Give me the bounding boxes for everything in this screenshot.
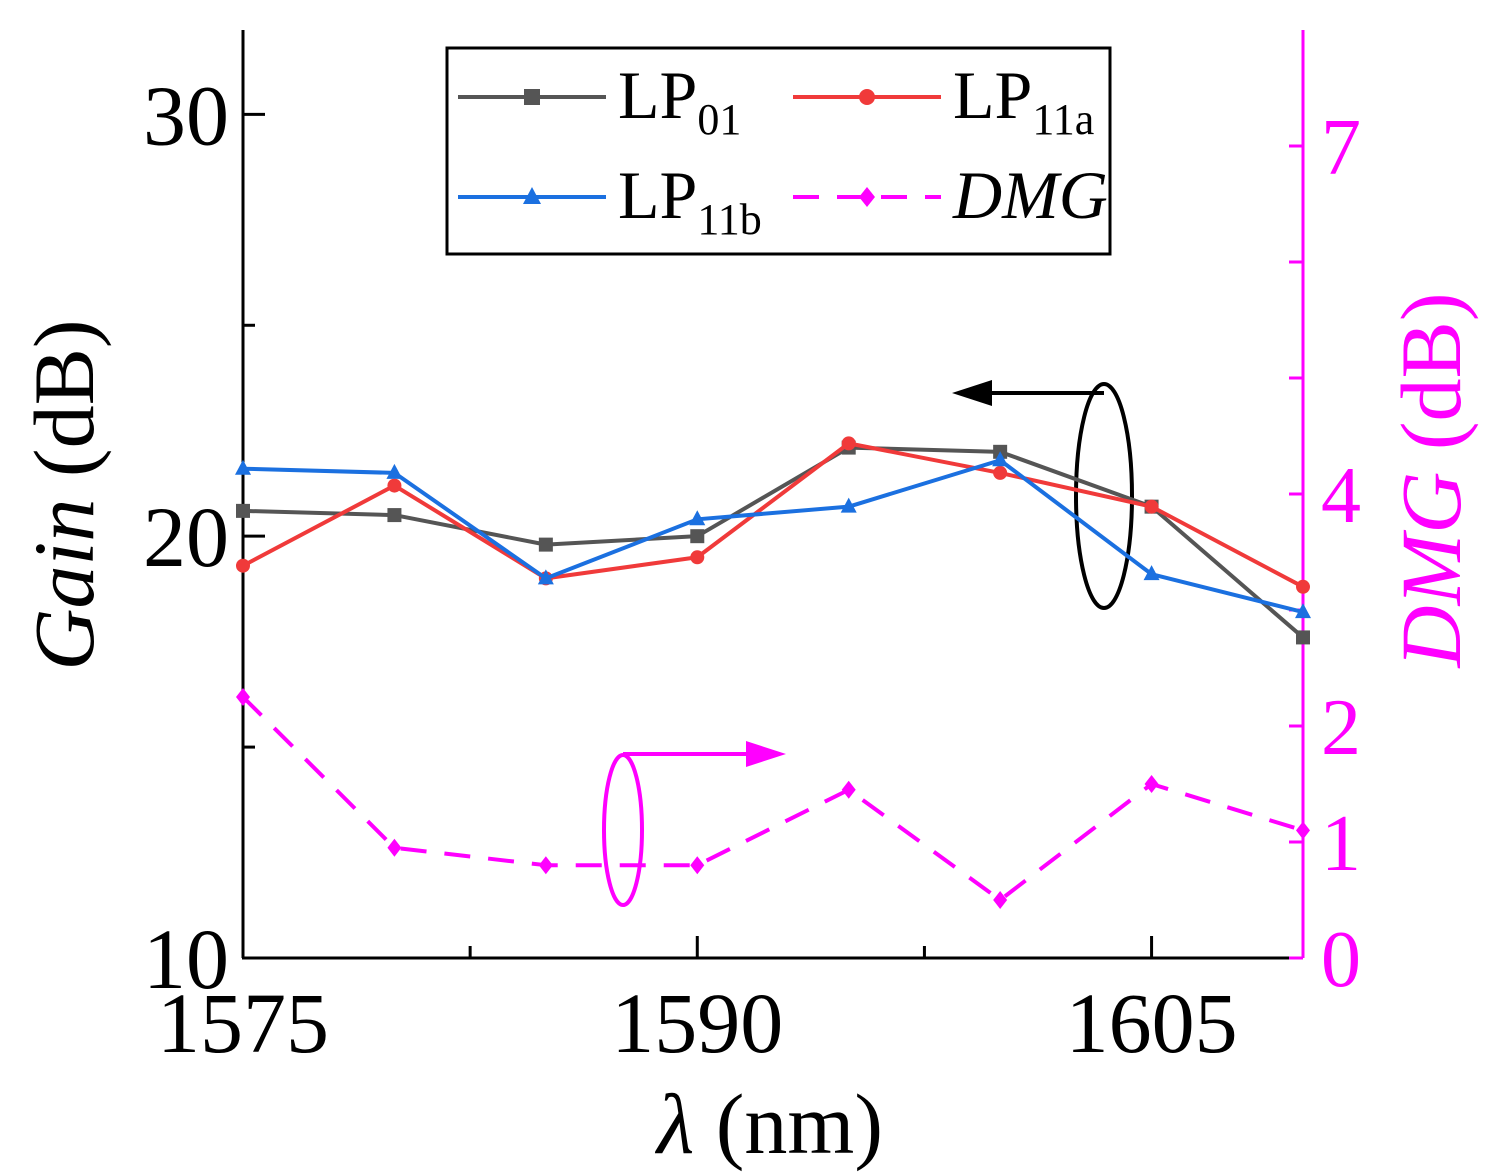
legend-label: LP01: [618, 57, 741, 144]
legend-label: LP11b: [618, 157, 762, 244]
y-left-tick-label: 10: [143, 911, 229, 1007]
legend-swatch-marker: [859, 89, 875, 105]
y-right-tick-label: 0: [1321, 916, 1361, 1004]
data-point-LP11b: [235, 459, 251, 475]
data-point-LP01: [538, 537, 553, 552]
data-point-LP11a: [690, 550, 705, 565]
y-right-tick-label: 2: [1321, 684, 1361, 772]
gain-arrow-head: [952, 380, 992, 406]
data-point-LP11a: [1296, 579, 1310, 594]
y-left-tick-label: 20: [143, 489, 229, 585]
data-point-LP11b: [386, 463, 403, 479]
series-layer: [235, 436, 1311, 909]
data-point-DMG: [993, 891, 1008, 909]
legend-label: LP11a: [953, 57, 1094, 144]
y-right-tick-label: 7: [1321, 104, 1361, 192]
data-point-LP11a: [387, 478, 402, 493]
x-tick-label: 1605: [1066, 975, 1238, 1071]
legend-box: [445, 46, 1112, 256]
data-point-LP11b: [537, 569, 554, 585]
legend-swatch-marker: [859, 187, 875, 207]
data-point-LP01: [236, 503, 250, 518]
data-point-DMG: [1144, 775, 1159, 793]
x-tick-label: 1590: [611, 975, 783, 1071]
data-point-DMG: [841, 780, 856, 799]
data-point-DMG: [387, 838, 402, 857]
y-right-tick-label: 1: [1321, 800, 1361, 888]
y-left-axis-title: Gain (dB): [16, 319, 112, 670]
legend: LP01 LP11a LP11b DMG: [445, 46, 1112, 256]
series-line-DMG: [241, 695, 1304, 902]
series-DMG: [236, 688, 1310, 909]
x-axis-title: λ (nm): [654, 1076, 883, 1172]
y-left-tick-label: 30: [143, 67, 229, 163]
annotations: [602, 380, 1134, 907]
data-point-DMG: [236, 688, 250, 706]
series-line-LP01: [242, 445, 1305, 639]
data-point-DMG: [538, 856, 553, 875]
series-line-LP11b: [242, 458, 1304, 615]
legend-entry-LP11a: LP11a: [793, 57, 1094, 144]
data-point-LP01: [387, 508, 402, 523]
y-right-axis-title: DMG (dB): [1383, 293, 1479, 669]
dmg-arrow-head: [746, 741, 786, 767]
series-LP01: [236, 440, 1310, 645]
data-point-LP11a: [1144, 499, 1159, 514]
legend-swatch-marker: [524, 89, 540, 105]
data-point-LP11a: [236, 558, 250, 573]
series-LP11b: [235, 451, 1311, 619]
data-point-LP01: [690, 529, 705, 544]
data-point-DMG: [690, 856, 705, 875]
dmg-axis-ellipse: [602, 753, 644, 907]
axis-ticks: 1575 1590 1605 10 20 30 0 1 2 4 7: [143, 67, 1361, 1071]
series-line-LP11a: [242, 441, 1304, 589]
gain-axis-ellipse: [1074, 382, 1134, 610]
data-point-LP11a: [841, 436, 856, 451]
data-point-DMG: [1296, 821, 1310, 840]
data-point-LP11b: [1143, 565, 1160, 581]
y-right-tick-label: 4: [1321, 452, 1361, 540]
legend-entry-LP01: LP01: [458, 57, 741, 144]
data-point-LP11a: [993, 465, 1008, 480]
legend-label: DMG: [952, 157, 1108, 233]
legend-entry-LP11b: LP11b: [458, 157, 762, 244]
legend-swatch-marker: [523, 187, 541, 204]
data-point-LP01: [1296, 630, 1310, 645]
x-tick-label: 1575: [157, 975, 329, 1071]
data-point-LP11b: [689, 510, 706, 526]
data-point-LP11b: [1295, 603, 1311, 619]
data-point-LP11b: [840, 497, 857, 513]
axis-titles: λ (nm) Gain (dB) DMG (dB): [16, 293, 1479, 1173]
data-point-LP11b: [992, 451, 1009, 467]
legend-entry-DMG: DMG: [793, 157, 1108, 233]
